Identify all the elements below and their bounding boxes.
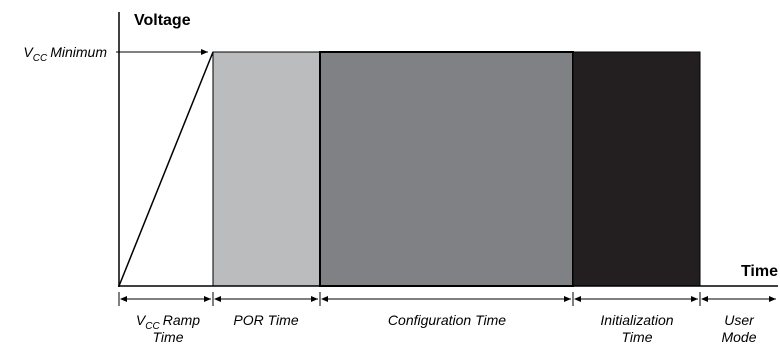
ramp-label-text: Ramp	[163, 312, 201, 328]
ramp-phase-label-line2: Time	[153, 329, 184, 345]
vcc-ramp-line	[118, 51, 214, 287]
ramp-vcc-symbol: V	[136, 312, 147, 328]
user-mode-label: User	[724, 312, 755, 328]
vcc-subscript: CC	[33, 53, 48, 64]
ramp-phase-label: VCC Ramp	[136, 312, 200, 332]
initialization-time-block	[572, 51, 701, 287]
configuration-time-block	[319, 51, 574, 287]
por-time-block	[212, 51, 321, 287]
init-phase-label: Initialization	[600, 312, 673, 328]
por-phase-label: POR Time	[233, 312, 298, 328]
time-axis-label: Time	[741, 263, 778, 280]
voltage-axis-label: Voltage	[134, 12, 191, 29]
config-phase-label: Configuration Time	[388, 312, 506, 328]
vcc-symbol: V	[23, 44, 34, 60]
ramp-vcc-subscript: CC	[145, 321, 160, 332]
user-mode-label-line2: Mode	[721, 329, 756, 345]
vcc-minimum-label: VCC Minimum	[23, 44, 107, 64]
vcc-minimum-text: Minimum	[50, 44, 107, 60]
phase-timeline	[118, 292, 776, 306]
init-phase-label-line2: Time	[622, 329, 653, 345]
